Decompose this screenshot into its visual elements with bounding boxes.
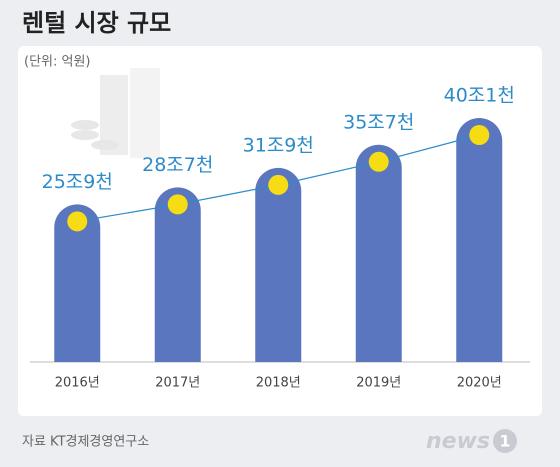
chart-title: 렌털 시장 규모 [22,9,171,37]
marker [167,194,188,215]
source: 자료 KT경제경영연구소 [22,435,149,450]
x-tick-label: 2018년 [256,376,301,391]
marker [268,174,289,195]
decor-icon [71,68,160,158]
x-tick-label: 2020년 [457,376,502,391]
value-label: 25조9천 [42,171,113,193]
bar [154,187,201,362]
marker [368,151,389,172]
logo-mark: 1 [499,432,510,451]
x-tick-label: 2017년 [155,376,200,391]
x-tick-label: 2016년 [55,376,100,391]
bar [456,118,503,363]
marker [67,211,88,232]
bar [255,167,302,362]
value-label: 35조7천 [343,111,414,133]
bar [54,204,101,362]
logo-circle [493,429,517,453]
chart-subtitle: (단위: 억원) [24,55,91,70]
value-label: 40조1천 [444,85,515,107]
logo-word: news [426,429,490,454]
value-label: 31조9천 [243,134,314,156]
x-tick-label: 2019년 [356,376,401,391]
value-label: 28조7천 [142,154,213,176]
marker [469,125,490,145]
bar [355,144,402,362]
